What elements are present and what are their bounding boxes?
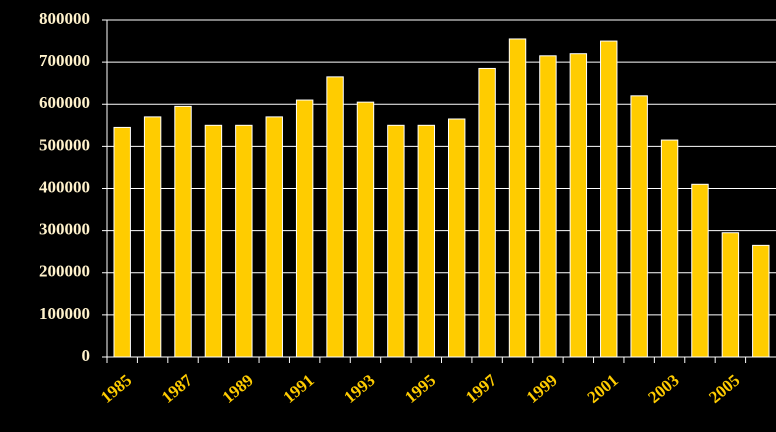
x-tick-label: 2005 xyxy=(705,371,743,407)
bar xyxy=(143,116,162,358)
bar xyxy=(752,244,770,358)
bar xyxy=(235,124,253,358)
x-tick-label: 1999 xyxy=(523,371,561,407)
bar xyxy=(691,183,709,358)
bar xyxy=(326,76,344,358)
bar xyxy=(600,40,618,358)
y-tick-label: 0 xyxy=(82,346,91,365)
bar xyxy=(204,124,223,358)
x-tick-label: 1997 xyxy=(462,370,501,407)
y-tick-label: 200000 xyxy=(39,262,90,281)
y-tick-label: 300000 xyxy=(39,220,90,239)
y-tick-label: 600000 xyxy=(39,93,90,112)
bar xyxy=(356,101,375,358)
y-tick-label: 100000 xyxy=(39,304,90,323)
bar xyxy=(478,67,496,358)
bar xyxy=(660,139,679,358)
bar xyxy=(539,55,557,358)
x-tick-label: 2003 xyxy=(644,371,682,407)
bar xyxy=(630,95,648,358)
bar xyxy=(417,124,436,358)
y-tick-label: 400000 xyxy=(39,177,90,196)
bar xyxy=(265,116,283,358)
x-tick-label: 1985 xyxy=(97,371,135,407)
x-tick-label: 1989 xyxy=(219,371,257,407)
bar xyxy=(113,126,131,358)
x-tick-label: 1995 xyxy=(401,371,439,407)
y-tick-label: 500000 xyxy=(39,135,90,154)
bar xyxy=(508,38,527,358)
x-tick-label: 1991 xyxy=(279,371,317,407)
bar xyxy=(174,105,192,358)
x-tick-label: 1987 xyxy=(158,370,197,407)
x-tick-label: 2001 xyxy=(584,371,622,407)
y-tick-label: 700000 xyxy=(39,51,90,70)
bar xyxy=(721,232,740,358)
y-tick-label: 800000 xyxy=(39,9,90,28)
bar xyxy=(569,53,588,358)
bar xyxy=(295,99,314,358)
bar xyxy=(447,118,466,358)
bar xyxy=(387,124,405,358)
x-tick-label: 1993 xyxy=(340,371,378,407)
